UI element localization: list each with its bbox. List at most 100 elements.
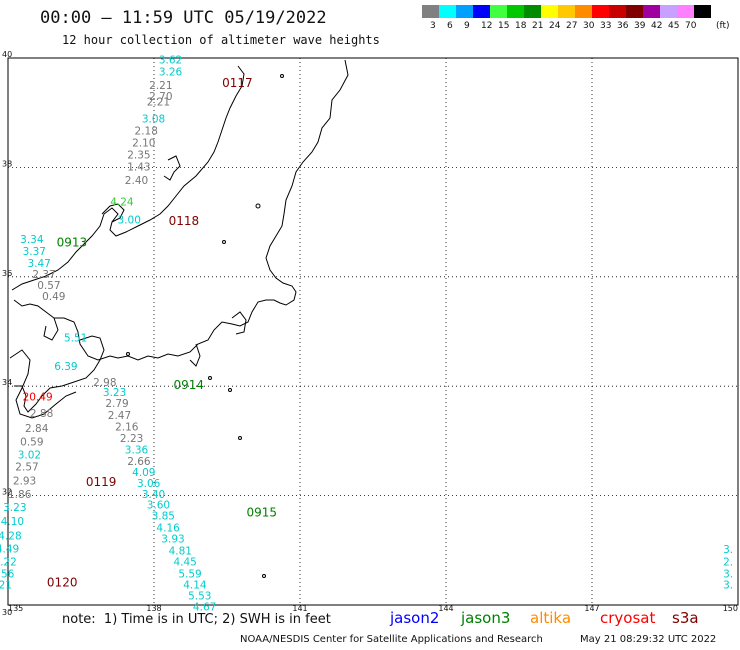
colorbar-swatch: 45 [660, 5, 679, 31]
wave-height-value: 3.34 [20, 234, 44, 246]
coastline-kii [9, 349, 77, 419]
wave-height-value: 3.06 [137, 478, 161, 490]
colorbar-label: 42 [651, 21, 663, 31]
colorbar-swatch: 12 [473, 5, 492, 31]
wave-height-value: 2. [723, 557, 733, 569]
colorbar-swatch: 18 [507, 5, 526, 31]
wave-height-value: 0.59 [20, 436, 43, 448]
island-dot [126, 352, 130, 356]
wave-height-colorbar: 3 6 9 12 15 18 21 24 27 30 33 36 39 42 45 70 [422, 5, 711, 31]
wave-height-value: 2.84 [25, 423, 49, 435]
wave-height-value: 3.26 [159, 67, 183, 79]
mission-legend-item: s3a [672, 609, 699, 627]
wave-height-observations: 3.623.262.212.702.213.082.182.102.351.43… [0, 54, 733, 613]
colorbar-label: 27 [566, 21, 578, 31]
colorbar-label: 12 [481, 21, 493, 31]
wave-height-value: 2.98 [93, 377, 116, 389]
wave-height-value: 5.59 [178, 569, 201, 581]
latitude-tick-label: 36 [2, 269, 12, 278]
latitude-tick-label: 34 [2, 378, 12, 387]
wave-height-value: 5.51 [64, 332, 87, 344]
wave-height-value: 2.57 [15, 461, 38, 473]
wave-height-value: 1.43 [127, 162, 150, 174]
colorbar-label: 15 [498, 21, 510, 31]
wave-height-value: 3. [723, 544, 733, 556]
wave-height-value: 2.21 [149, 80, 172, 92]
wave-height-value: 2.93 [13, 476, 36, 488]
coastline-noto [101, 203, 125, 223]
mission-legend-item: altika [530, 609, 572, 627]
colorbar-swatch [694, 5, 711, 18]
coastline-izu [189, 343, 201, 367]
colorbar-swatch: 15 [490, 5, 509, 31]
wave-height-value: 4.81 [169, 546, 192, 558]
pass-time-label: 0118 [169, 214, 200, 228]
mission-legend-item: jason2 [390, 609, 440, 627]
wave-height-value: 2.88 [30, 408, 53, 420]
coastline [9, 59, 349, 578]
wave-height-value: 2.37 [32, 269, 55, 281]
coastline-boso [231, 311, 247, 335]
colorbar-swatch: 9 [456, 5, 473, 31]
latitude-tick-label: 38 [2, 159, 12, 168]
wave-height-value: 2.66 [127, 456, 151, 468]
wave-height-value: 3.37 [23, 246, 46, 258]
wave-height-value: 5.53 [188, 591, 211, 603]
wave-height-value: 3.85 [152, 511, 175, 523]
wave-height-value: 4.49 [0, 543, 19, 555]
generated-timestamp: May 21 08:29:32 UTC 2022 [580, 634, 717, 645]
colorbar-swatch: 36 [609, 5, 628, 31]
latitude-tick-label: 40 [2, 50, 12, 59]
latitude-tick-label: 30 [2, 608, 12, 617]
wave-height-value: 3.40 [142, 489, 165, 501]
wave-height-value: 0.57 [37, 280, 60, 292]
wave-height-value: 2.47 [108, 410, 131, 422]
colorbar-label: 30 [583, 21, 595, 31]
longitude-tick-label: 135 [8, 604, 23, 613]
wave-height-value: 3.23 [3, 502, 26, 514]
wave-height-value: 20.49 [23, 391, 53, 403]
colorbar-label: 24 [549, 21, 561, 31]
colorbar-label: 18 [515, 21, 527, 31]
wave-height-value: 2.21 [147, 97, 170, 109]
colorbar-swatch: 27 [558, 5, 577, 31]
colorbar-label: 36 [617, 21, 629, 31]
wave-height-value: 3.21 [0, 580, 12, 592]
longitude-tick-label: 144 [438, 604, 453, 613]
wave-height-value: 4.67 [193, 601, 216, 613]
wave-height-value: 2.23 [120, 433, 143, 445]
wave-height-value: 3.02 [18, 449, 41, 461]
colorbar-label: 33 [600, 21, 612, 31]
pass-time-label: 0915 [246, 505, 277, 519]
wave-height-value: 3.23 [103, 387, 126, 399]
island-dot [238, 436, 242, 440]
wave-height-value: 0.49 [42, 291, 65, 303]
colorbar-label: 39 [634, 21, 646, 31]
colorbar-label: 21 [532, 21, 544, 31]
longitude-tick-label: 147 [584, 604, 599, 613]
colorbar-swatch: 24 [541, 5, 560, 31]
coastline-awaji [43, 317, 59, 341]
colorbar-swatch: 3 [422, 5, 439, 31]
island-dot [255, 203, 261, 209]
wave-height-value: 3.36 [125, 444, 149, 456]
colorbar-swatch: 21 [524, 5, 543, 31]
wave-height-value: 2.40 [125, 175, 148, 187]
longitude-tick-label: 150 [723, 604, 738, 613]
colorbar-label: 3 [430, 21, 436, 31]
wave-height-value: 4.22 [0, 557, 17, 569]
wave-height-value: 4.24 [110, 197, 134, 209]
colorbar-swatch: 42 [643, 5, 662, 31]
mission-legend-item: jason3 [461, 609, 511, 627]
pass-time-label: 0120 [47, 575, 78, 589]
island-dot [208, 376, 212, 380]
pass-time-label: 0913 [57, 236, 88, 250]
pass-time-labels: 0117 0118 0913 0914 0119 0915 0120 [47, 76, 277, 589]
longitude-tick-label: 138 [146, 604, 161, 613]
pass-time-label: 0914 [173, 378, 204, 392]
wave-height-value: 2.79 [105, 398, 128, 410]
colorbar-swatch: 70 [677, 5, 696, 31]
